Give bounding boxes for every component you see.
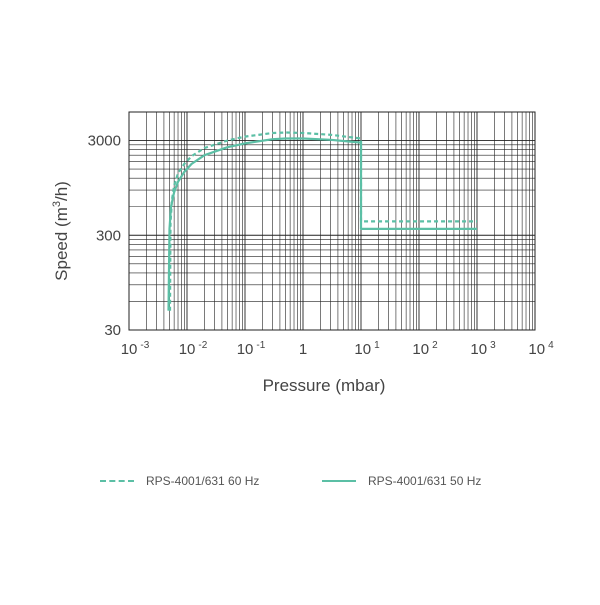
x-tick-label: 10 4 xyxy=(528,340,554,358)
x-tick-label: 10 3 xyxy=(470,340,496,358)
y-axis-label: Speed (m3/h) xyxy=(51,181,71,281)
y-tick-label: 30 xyxy=(104,322,121,339)
series-line-1 xyxy=(167,137,477,311)
y-axis-label-sup: 3 xyxy=(51,201,63,207)
x-tick-label: 10 -2 xyxy=(179,340,208,358)
legend-swatch-50hz xyxy=(322,480,356,482)
y-tick-label: 300 xyxy=(96,227,121,244)
x-axis-label: Pressure (mbar) xyxy=(263,376,386,395)
y-axis-label-main: Speed (m xyxy=(52,207,71,281)
x-tick-label: 10 -1 xyxy=(237,340,266,358)
grid xyxy=(128,111,535,331)
tick-labels: 10 -3 10 -2 10 -1 1 10 1 10 2 10 3 10 4 30 300 3000 xyxy=(88,133,554,358)
legend-swatch-60hz xyxy=(100,480,134,482)
legend-label-60hz: RPS-4001/631 60 Hz xyxy=(146,474,260,488)
legend: RPS-4001/631 60 Hz RPS-4001/631 50 Hz xyxy=(0,474,600,498)
y-axis-label-end: /h) xyxy=(52,181,71,201)
series-layer xyxy=(167,131,477,311)
x-tick-label: 10 -3 xyxy=(121,340,150,358)
x-tick-label: 10 2 xyxy=(412,340,438,358)
legend-item-60hz: RPS-4001/631 60 Hz xyxy=(100,474,259,488)
x-tick-label: 10 1 xyxy=(354,340,380,358)
legend-item-50hz: RPS-4001/631 50 Hz xyxy=(322,474,481,488)
series-line-0 xyxy=(168,131,477,311)
legend-label-50hz: RPS-4001/631 50 Hz xyxy=(368,474,482,488)
y-tick-label: 3000 xyxy=(88,133,121,150)
plot-frame xyxy=(128,111,536,331)
x-tick-label: 1 xyxy=(299,341,307,358)
